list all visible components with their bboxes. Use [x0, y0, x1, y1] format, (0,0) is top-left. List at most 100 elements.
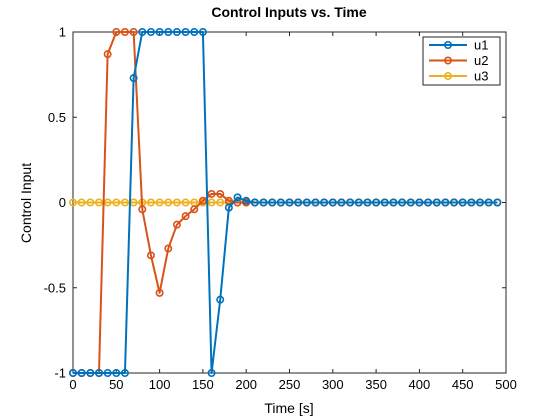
series-u1 — [69, 27, 502, 377]
data-point — [311, 198, 320, 207]
legend-label: u2 — [474, 53, 488, 68]
legend-marker — [443, 40, 452, 49]
data-point — [94, 198, 103, 207]
y-tick-label: -0.5 — [44, 280, 66, 295]
data-point — [146, 251, 155, 260]
x-axis-title: Time [s] — [264, 400, 313, 416]
data-point — [190, 27, 199, 36]
data-point — [406, 198, 415, 207]
legend-marker — [443, 72, 452, 81]
data-point — [372, 198, 381, 207]
data-point — [441, 198, 450, 207]
x-tick-label: 350 — [365, 377, 387, 392]
data-point — [207, 198, 216, 207]
data-point — [181, 27, 190, 36]
data-point — [233, 193, 242, 202]
data-point — [86, 368, 95, 377]
x-tick-label: 150 — [192, 377, 214, 392]
x-tick-label: 400 — [409, 377, 431, 392]
data-point — [207, 368, 216, 377]
data-point — [181, 198, 190, 207]
data-point — [216, 198, 225, 207]
x-tick-label: 250 — [279, 377, 301, 392]
data-point — [172, 220, 181, 229]
legend-item-u3: u3 — [429, 69, 488, 84]
legend-label: u3 — [474, 69, 488, 84]
y-tick-label: -1 — [54, 366, 66, 381]
data-point — [389, 198, 398, 207]
data-point — [138, 27, 147, 36]
data-point — [198, 27, 207, 36]
data-point — [268, 198, 277, 207]
data-point — [138, 205, 147, 214]
data-point — [328, 198, 337, 207]
axis-ticks: 0 50 100 150 200 250 300 350 400 450 500 -1 -0.5 0 0.5… — [44, 25, 517, 393]
data-point — [276, 198, 285, 207]
data-point — [415, 198, 424, 207]
data-point — [190, 205, 199, 214]
data-point — [120, 27, 129, 36]
data-point — [354, 198, 363, 207]
chart-title: Control Inputs vs. Time — [211, 4, 367, 20]
data-point — [467, 198, 476, 207]
legend-item-u2: u2 — [429, 53, 488, 68]
data-point — [155, 27, 164, 36]
x-tick-label: 300 — [322, 377, 344, 392]
data-point — [164, 244, 173, 253]
x-tick-label: 500 — [495, 377, 517, 392]
data-point — [458, 198, 467, 207]
data-point — [155, 198, 164, 207]
data-point — [103, 50, 112, 59]
data-point — [259, 198, 268, 207]
data-point — [302, 198, 311, 207]
data-point — [216, 189, 225, 198]
data-point — [112, 27, 121, 36]
x-tick-label: 200 — [235, 377, 257, 392]
series-layer — [69, 27, 502, 377]
legend-label: u1 — [474, 38, 488, 53]
data-point — [164, 27, 173, 36]
data-point — [181, 212, 190, 221]
data-point — [172, 27, 181, 36]
data-point — [112, 368, 121, 377]
data-point — [164, 198, 173, 207]
data-point — [86, 198, 95, 207]
data-point — [207, 189, 216, 198]
legend-item-u1: u1 — [429, 38, 488, 53]
data-point — [484, 198, 493, 207]
data-point — [337, 198, 346, 207]
data-point — [250, 198, 259, 207]
y-axis-title: Control Input — [18, 163, 34, 243]
x-tick-label: 100 — [149, 377, 171, 392]
y-tick-label: 0.5 — [48, 110, 66, 125]
data-point — [450, 198, 459, 207]
data-point — [216, 295, 225, 304]
data-point — [476, 198, 485, 207]
data-point — [198, 196, 207, 205]
legend-marker — [443, 56, 452, 65]
data-point — [242, 196, 251, 205]
data-point — [112, 198, 121, 207]
data-point — [432, 198, 441, 207]
x-tick-label: 450 — [452, 377, 474, 392]
data-point — [146, 27, 155, 36]
x-tick-label: 50 — [109, 377, 123, 392]
data-point — [155, 288, 164, 297]
data-point — [346, 198, 355, 207]
data-point — [363, 198, 372, 207]
data-point — [120, 198, 129, 207]
data-point — [398, 198, 407, 207]
y-tick-label: 1 — [59, 25, 66, 40]
data-point — [172, 198, 181, 207]
data-point — [129, 27, 138, 36]
data-point — [146, 198, 155, 207]
data-point — [224, 203, 233, 212]
data-point — [493, 198, 502, 207]
data-point — [120, 368, 129, 377]
data-point — [103, 368, 112, 377]
data-point — [94, 368, 103, 377]
data-point — [285, 198, 294, 207]
data-point — [129, 74, 138, 83]
y-tick-label: 0 — [59, 195, 66, 210]
